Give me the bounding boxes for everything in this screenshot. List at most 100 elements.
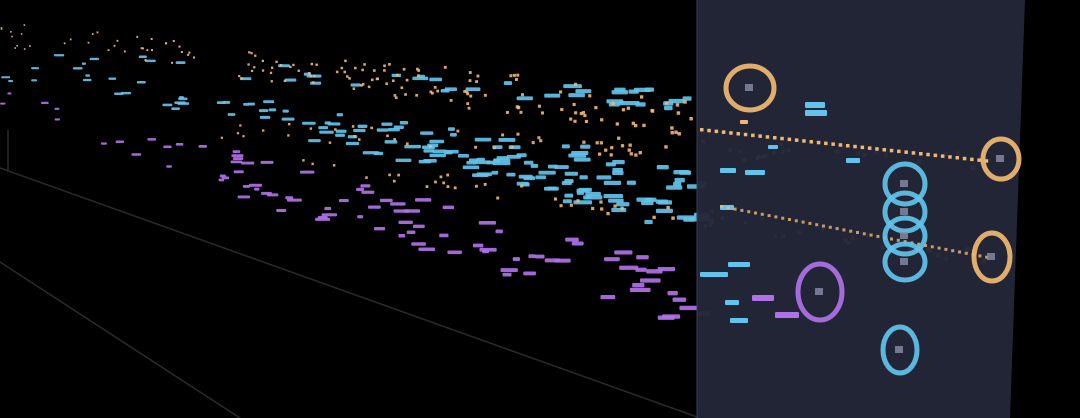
orange-note [0, 27, 3, 29]
orange-note [436, 89, 440, 93]
blue-active-note-core [900, 208, 908, 215]
crossing-note [730, 318, 748, 323]
purple-note [398, 220, 413, 225]
blue-active-note-ring [882, 161, 928, 207]
orange-note [670, 130, 674, 135]
orange-note [192, 56, 196, 59]
orange-note [456, 129, 460, 133]
blue-note [243, 102, 250, 106]
blue-note [72, 67, 83, 70]
orange-note [385, 82, 388, 86]
blue-note [324, 121, 331, 125]
blue-note [603, 194, 624, 199]
orange-note [677, 132, 681, 136]
orange-note [628, 143, 632, 147]
blue-note [486, 160, 495, 165]
crossing-note [740, 120, 748, 124]
purple-note [502, 272, 512, 277]
blue-note [336, 113, 343, 117]
purple-note [231, 154, 244, 158]
purple-note [439, 233, 449, 238]
purple-note [166, 165, 172, 168]
orange-note [352, 87, 356, 90]
orange-note [402, 67, 406, 71]
crossing-note [720, 168, 736, 173]
orange-note [386, 134, 389, 138]
crossing-note [745, 170, 765, 175]
orange-note [289, 65, 292, 69]
blue-note [247, 102, 255, 106]
orange-note [610, 146, 614, 150]
blue-note [81, 62, 87, 65]
blue-note [523, 160, 534, 165]
blue-note [679, 170, 692, 175]
orange-active-note-ring [971, 230, 1013, 284]
purple-note [338, 198, 349, 203]
blue-note [656, 165, 669, 170]
blue-note [626, 180, 636, 185]
orange-note [579, 112, 583, 116]
orange-note [729, 131, 733, 135]
blue-note [673, 181, 682, 187]
blue-active-note-core [900, 232, 908, 239]
orange-active-note-ring [723, 63, 777, 113]
purple-note [41, 101, 49, 104]
orange-note [188, 51, 191, 54]
orange-note [520, 184, 524, 188]
orange-note [361, 83, 365, 86]
blue-note [404, 144, 422, 149]
orange-note [253, 66, 256, 69]
orange-note [501, 133, 505, 137]
orange-note [665, 101, 669, 105]
orange-note [720, 205, 723, 208]
orange-note [970, 157, 974, 162]
orange-note [516, 106, 520, 110]
orange-note [405, 142, 409, 146]
blue-note [530, 164, 539, 168]
purple-note [565, 237, 579, 242]
blue-note [177, 102, 190, 105]
orange-note [383, 69, 386, 72]
orange-note [96, 31, 99, 34]
blue-note [635, 102, 646, 107]
orange-note [816, 140, 821, 145]
orange-note [726, 206, 730, 210]
orange-note [516, 132, 520, 136]
blue-note [85, 74, 91, 77]
blue-note [476, 157, 485, 162]
orange-note [540, 111, 544, 115]
blue-note [668, 98, 685, 104]
orange-note [780, 136, 784, 141]
orange-note [239, 124, 242, 127]
blue-note [466, 160, 477, 165]
crossing-note [805, 110, 827, 116]
blue-note [108, 77, 117, 80]
orange-note [69, 38, 72, 41]
orange-note [242, 135, 245, 138]
purple-note [629, 287, 651, 293]
orange-note [652, 215, 656, 220]
orange-note [433, 85, 437, 89]
orange-note [754, 211, 757, 215]
orange-note [559, 90, 563, 94]
purple-note [356, 187, 364, 191]
blue-note [381, 122, 393, 126]
orange-note [113, 44, 116, 47]
orange-note [29, 45, 31, 47]
orange-note [63, 42, 66, 45]
blue-note [644, 219, 653, 225]
purple-note [115, 140, 125, 143]
orange-note [261, 69, 265, 72]
orange-note [343, 70, 346, 74]
orange-note [560, 107, 564, 112]
orange-note [582, 140, 586, 144]
purple-note [54, 107, 60, 110]
orange-note [559, 204, 563, 208]
blue-note [376, 128, 389, 132]
blue-note [573, 200, 593, 205]
orange-note [869, 233, 873, 237]
orange-note [904, 150, 908, 154]
blue-note [506, 172, 516, 177]
purple-note [479, 247, 497, 252]
blue-note [619, 101, 640, 106]
